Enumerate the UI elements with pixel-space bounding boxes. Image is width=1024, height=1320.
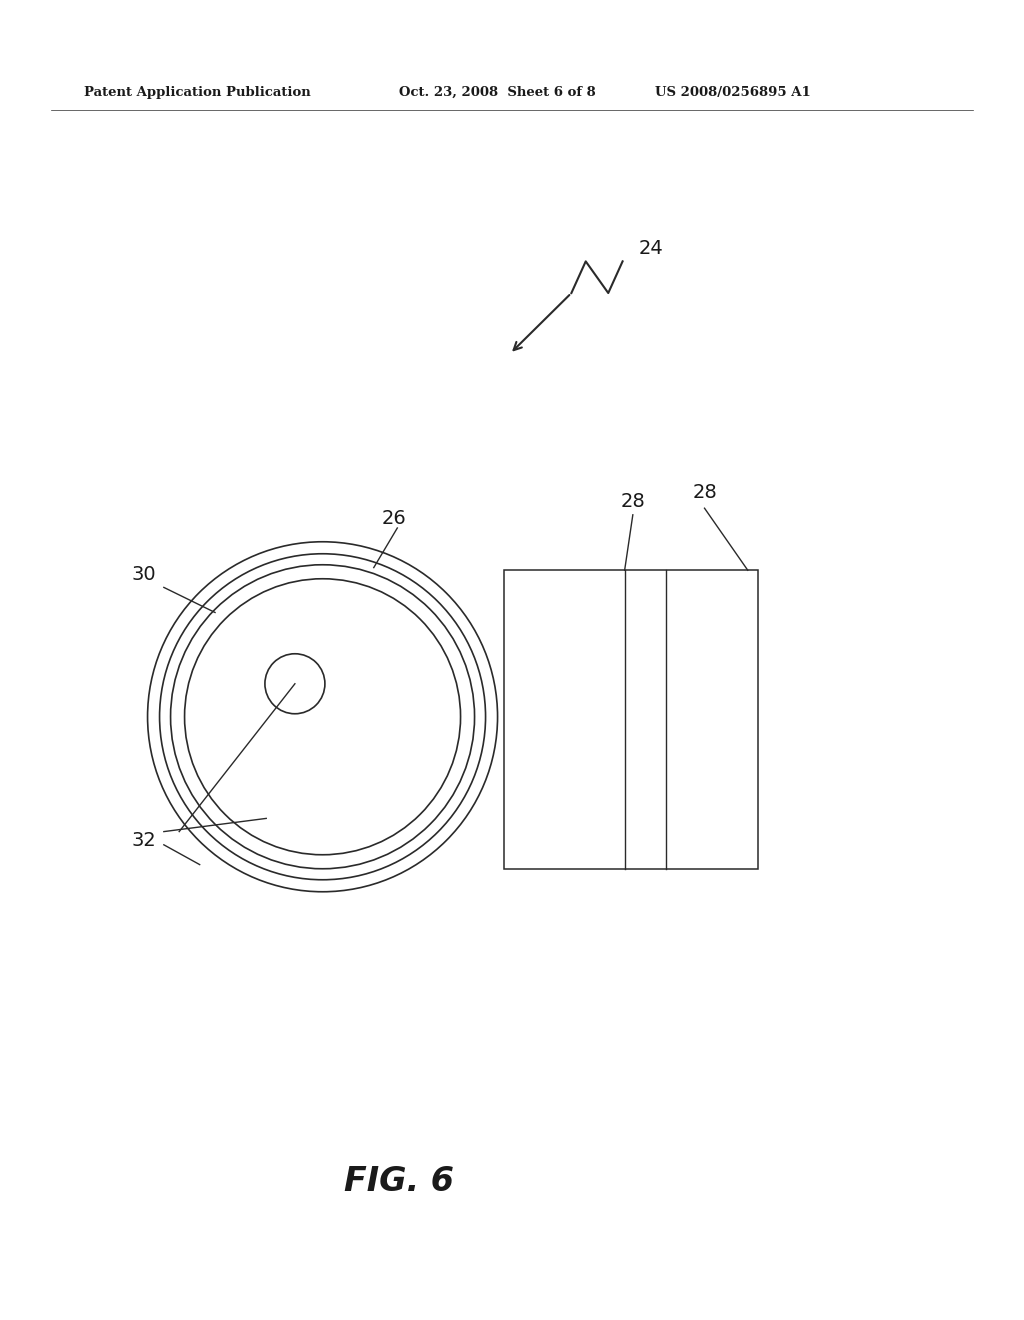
Text: 28: 28 xyxy=(621,492,645,511)
Text: 30: 30 xyxy=(131,565,156,583)
Text: 24: 24 xyxy=(639,239,664,257)
Text: 28: 28 xyxy=(692,483,717,502)
Bar xyxy=(504,570,758,869)
Text: FIG. 6: FIG. 6 xyxy=(344,1166,455,1199)
Text: 26: 26 xyxy=(382,510,407,528)
Text: Oct. 23, 2008  Sheet 6 of 8: Oct. 23, 2008 Sheet 6 of 8 xyxy=(399,86,596,99)
Text: Patent Application Publication: Patent Application Publication xyxy=(84,86,310,99)
Text: 32: 32 xyxy=(131,832,156,850)
Text: US 2008/0256895 A1: US 2008/0256895 A1 xyxy=(655,86,811,99)
